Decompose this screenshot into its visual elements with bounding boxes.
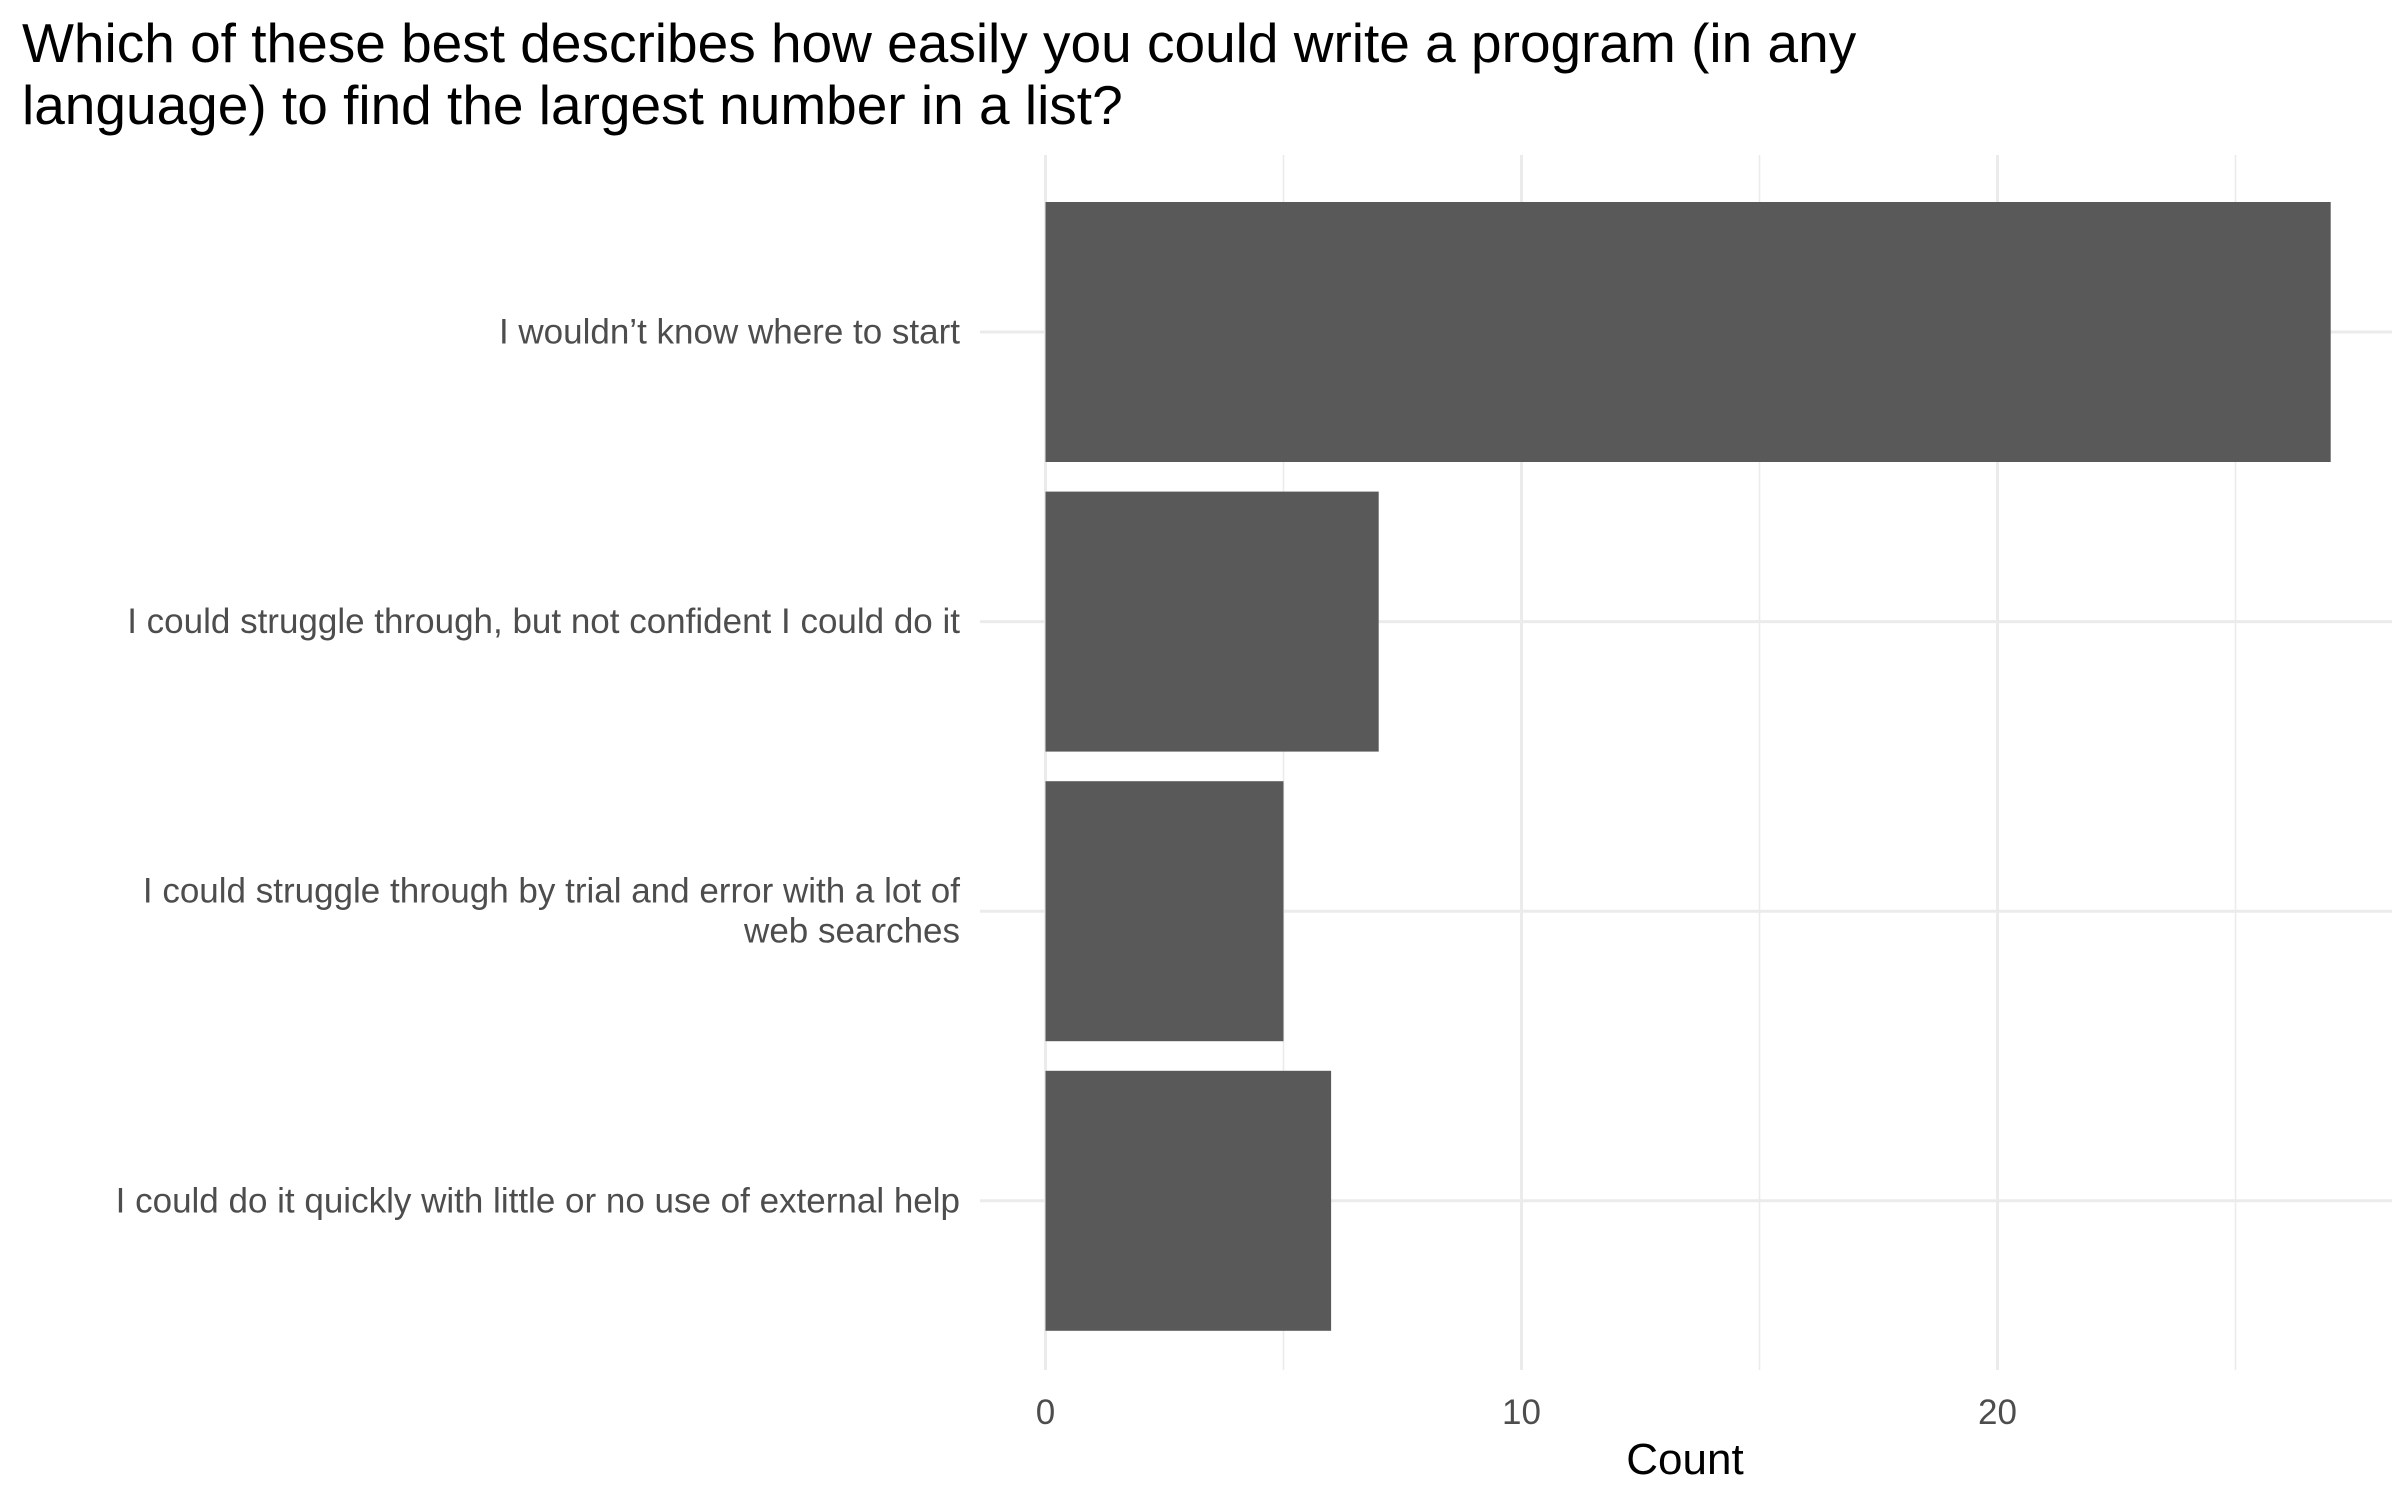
x-tick-label: 20 (1978, 1393, 2017, 1432)
x-tick-labels: 0 10 20 (1036, 1393, 2017, 1432)
category-label: I could struggle through, but not confid… (127, 602, 960, 641)
category-label: I could struggle through by trial and er… (143, 872, 960, 951)
bar (1045, 202, 2331, 462)
chart-title-line-2: language) to find the largest number in … (22, 74, 1123, 136)
category-label-line: I could struggle through, but not confid… (127, 602, 960, 641)
bars (1045, 202, 2331, 1331)
bar (1045, 1070, 1332, 1331)
category-label-line: I could do it quickly with little or no … (116, 1181, 960, 1220)
bar (1045, 781, 1284, 1042)
x-axis-title: Count (1626, 1435, 1743, 1484)
category-labels: I wouldn’t know where to start I could st… (116, 313, 961, 1221)
category-label-line: I could struggle through by trial and er… (143, 872, 960, 911)
category-label-line: I wouldn’t know where to start (499, 313, 960, 352)
bar (1045, 491, 1379, 752)
chart-title: Which of these best describes how easily… (22, 12, 1856, 136)
category-label: I could do it quickly with little or no … (116, 1181, 960, 1220)
chart-title-line-1: Which of these best describes how easily… (22, 12, 1857, 74)
category-label: I wouldn’t know where to start (499, 313, 960, 352)
x-tick-label: 0 (1036, 1393, 1055, 1432)
category-label-line: web searches (743, 912, 960, 951)
x-tick-label: 10 (1502, 1393, 1541, 1432)
